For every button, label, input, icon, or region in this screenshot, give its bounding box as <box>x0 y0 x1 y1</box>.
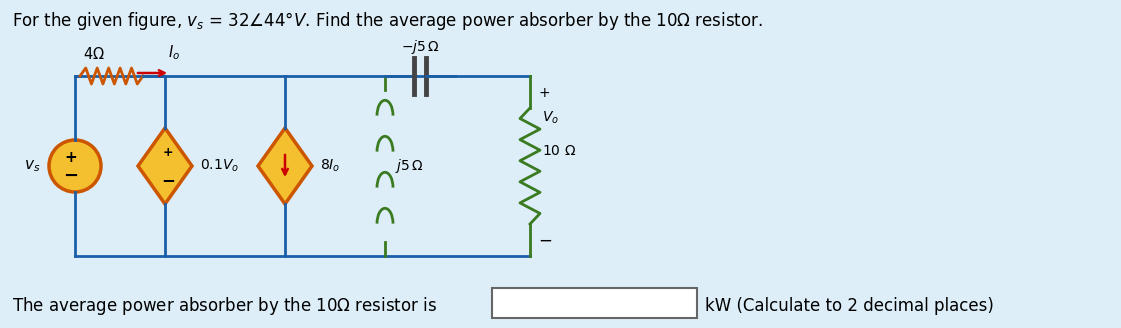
Text: +: + <box>65 150 77 165</box>
Text: For the given figure, $v_s$ = 32$\angle$44°$V$. Find the average power absorber : For the given figure, $v_s$ = 32$\angle$… <box>12 10 763 32</box>
Text: +: + <box>163 146 174 158</box>
Circle shape <box>49 140 101 192</box>
Text: −: − <box>538 232 552 250</box>
Text: $-j5\,\Omega$: $-j5\,\Omega$ <box>400 38 439 56</box>
Text: $8I_o$: $8I_o$ <box>319 158 341 174</box>
Text: +: + <box>538 86 549 100</box>
Text: $I_o$: $I_o$ <box>168 43 180 62</box>
Text: −: − <box>64 167 78 185</box>
Polygon shape <box>258 128 312 204</box>
Text: The average power absorber by the 10$\Omega$ resistor is: The average power absorber by the 10$\Om… <box>12 295 437 317</box>
Text: $V_o$: $V_o$ <box>541 110 559 126</box>
FancyBboxPatch shape <box>492 288 697 318</box>
Text: $v_s$: $v_s$ <box>24 158 40 174</box>
Text: $j5\,\Omega$: $j5\,\Omega$ <box>395 157 424 175</box>
Text: −: − <box>161 171 175 189</box>
Polygon shape <box>138 128 192 204</box>
Text: $0.1V_o$: $0.1V_o$ <box>200 158 239 174</box>
Text: kW (Calculate to 2 decimal places): kW (Calculate to 2 decimal places) <box>705 297 994 315</box>
Text: 10 $\Omega$: 10 $\Omega$ <box>541 144 576 158</box>
Text: 4$\Omega$: 4$\Omega$ <box>83 46 104 62</box>
